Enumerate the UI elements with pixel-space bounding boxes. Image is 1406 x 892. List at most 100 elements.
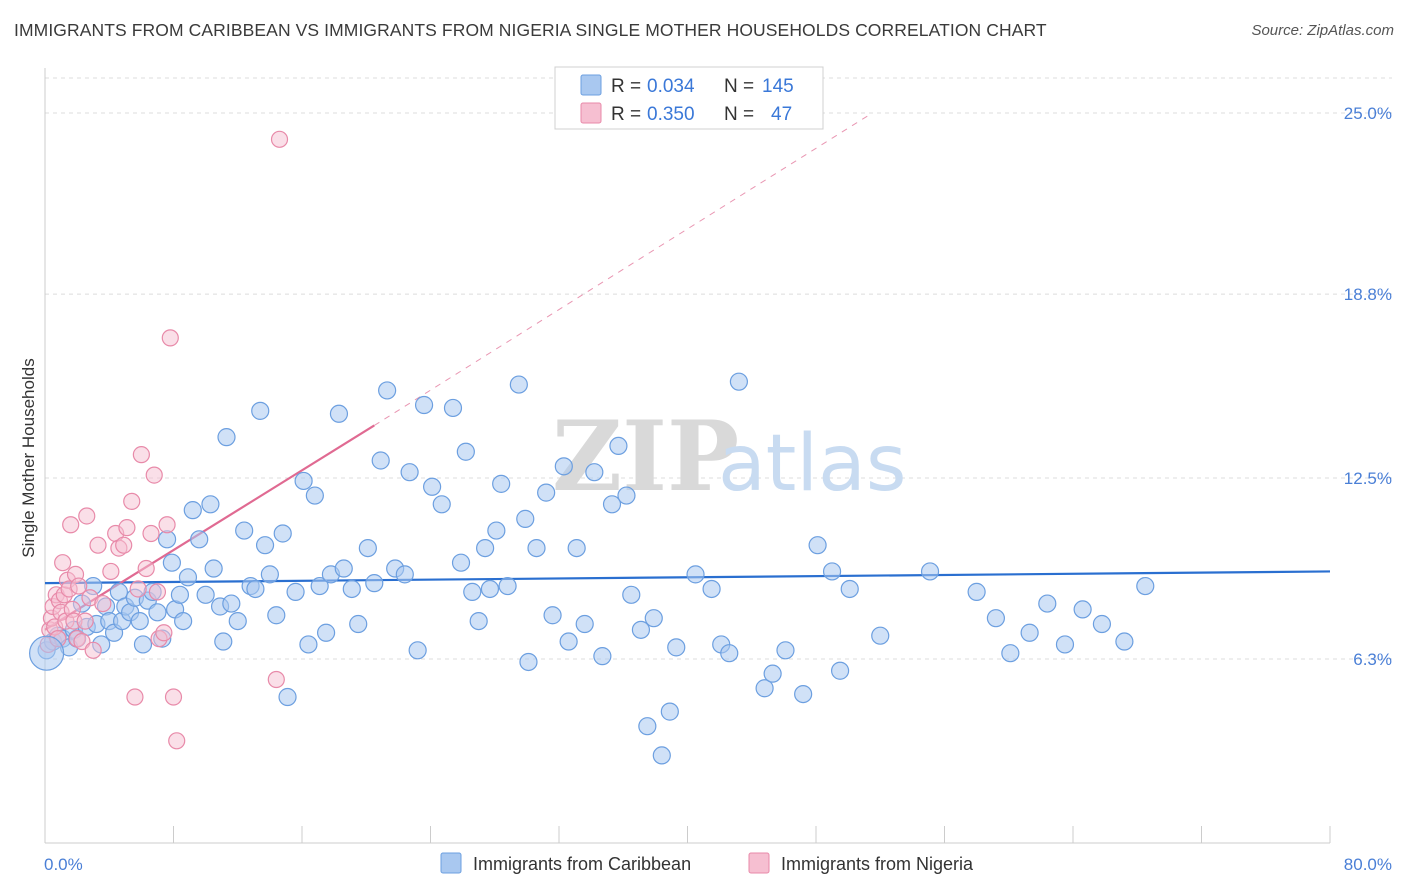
caribbean-point [631,620,651,639]
caribbean-point [201,495,220,514]
caribbean-point [967,582,986,601]
caribbean-point [729,372,749,391]
caribbean-point [1055,635,1075,654]
nigeria-point [123,492,141,510]
watermark-atlas: atlas [718,419,907,509]
caribbean-point [1115,632,1134,651]
caribbean-point [342,579,361,599]
caribbean-point [456,442,475,461]
legend-n-value-caribbean: 145 [762,76,794,97]
caribbean-point [251,401,270,420]
nigeria-point [132,446,150,464]
y-tick-label: 12.5% [1344,469,1392,488]
caribbean-point [559,632,578,651]
legend-n-label-caribbean: N = [724,76,754,97]
legend-r-label-nigeria: R = [611,104,641,125]
nigeria-point [118,519,136,537]
nigeria-point [78,507,96,525]
caribbean-point [667,638,686,657]
nigeria-trendline-extension [374,112,873,426]
caribbean-point [463,582,482,601]
caribbean-point [871,626,890,645]
nigeria-point [148,583,167,601]
caribbean-point [204,559,223,578]
caribbean-point [432,495,451,514]
caribbean-point [414,395,434,415]
points-layer [29,130,1155,765]
caribbean-point [527,538,546,558]
nigeria-point [267,670,285,689]
caribbean-point [609,436,628,456]
legend-n-value-nigeria: 47 [771,104,792,125]
bottom-legend-swatch-nigeria [748,852,770,874]
caribbean-point [148,603,167,622]
caribbean-point [299,635,318,654]
bottom-legend-swatch-caribbean [440,852,462,874]
y-tick-label: 6.3% [1353,650,1392,669]
caribbean-point [516,509,535,528]
caribbean-point [567,538,586,558]
nigeria-point [137,559,155,578]
caribbean-point [644,609,663,628]
nigeria-point [89,536,107,554]
watermark: ZIP atlas [552,400,907,513]
caribbean-point [214,632,233,651]
caribbean-point [1092,614,1112,634]
caribbean-point [235,521,254,540]
caribbean-point [686,565,705,584]
caribbean-point [378,381,397,400]
nigeria-point [161,329,179,347]
caribbean-point [267,606,286,625]
caribbean-point [278,687,297,707]
caribbean-point [443,398,463,418]
caribbean-point [830,661,850,680]
caribbean-point [222,594,241,613]
caribbean-point [763,664,782,683]
caribbean-point [808,536,827,555]
caribbean-point [986,609,1006,628]
legend-r-value-nigeria: 0.350 [647,104,695,125]
caribbean-point [183,501,202,520]
trend-layer [44,112,1331,631]
nigeria-point [115,536,133,554]
y-tick-label: 18.8% [1344,285,1392,304]
legend-swatch-nigeria [580,102,602,124]
legend-r-label-caribbean: R = [611,76,641,97]
caribbean-point [840,579,859,599]
caribbean-point [451,553,471,572]
caribbean-point [660,702,679,721]
nigeria-point [126,688,144,706]
caribbean-point [543,606,562,625]
caribbean-point [720,644,739,663]
caribbean-point [408,641,427,660]
caribbean-point [316,623,336,642]
nigeria-point [270,130,289,148]
caribbean-point [487,521,506,540]
caribbean-point [174,611,193,631]
nigeria-point [94,594,112,613]
caribbean-point [652,746,671,765]
caribbean-point [585,463,604,482]
caribbean-point [469,611,488,631]
x-tick-label-max: 80.0% [1344,855,1392,874]
caribbean-point [794,684,813,704]
caribbean-point [822,562,842,581]
caribbean-point [622,585,641,604]
caribbean-point [255,536,275,555]
y-axis-label: Single Mother Households [19,358,38,557]
caribbean-point [133,635,153,654]
nigeria-point [84,641,102,659]
caribbean-point [1038,594,1057,613]
caribbean-point [1073,600,1092,619]
bottom-legend-label-caribbean: Immigrants from Caribbean [473,854,691,874]
caribbean-point [755,679,774,698]
chart-title: IMMIGRANTS FROM CARIBBEAN VS IMMIGRANTS … [14,20,1047,40]
caribbean-point [702,579,721,599]
nigeria-point [155,624,173,642]
caribbean-point [1136,576,1155,596]
axis-layer: 6.3% 12.5% 18.8% 25.0% 0.0% 80.0% [44,68,1392,874]
caribbean-point [170,585,190,604]
caribbean-point [305,486,324,505]
caribbean-point [260,565,279,584]
